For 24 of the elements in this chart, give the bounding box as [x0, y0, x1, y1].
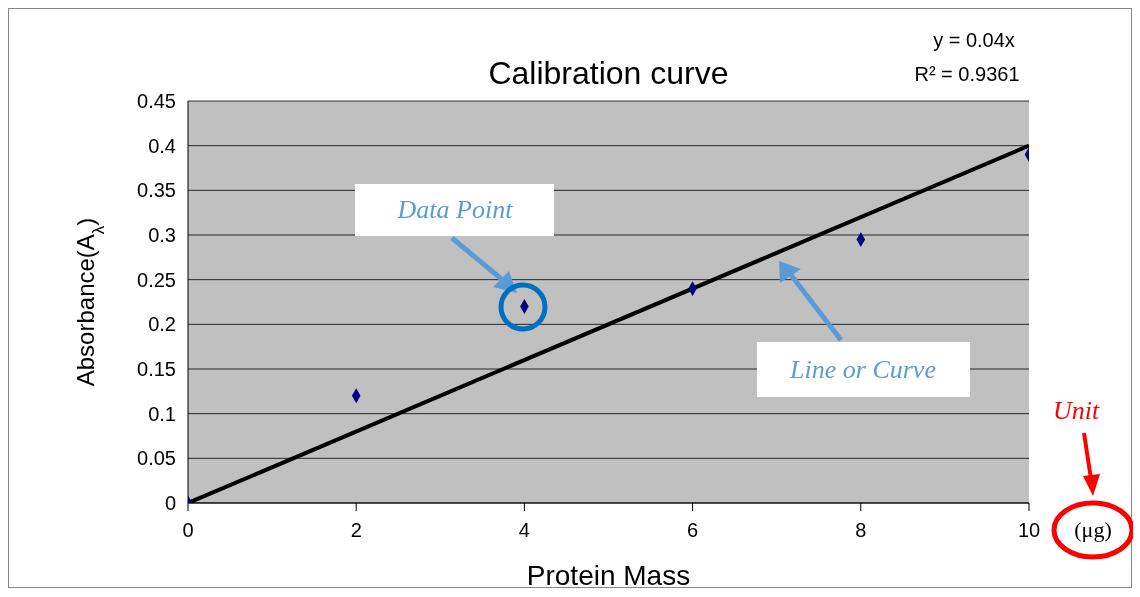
text: Unit — [1052, 396, 1100, 425]
annotation: Line or Curve — [789, 355, 936, 384]
x-tick-label: 0 — [182, 519, 194, 542]
y-tick-label: 0 — [164, 492, 176, 515]
y-tick-label: 0.3 — [148, 224, 176, 247]
x-axis-title: Protein Mass — [526, 560, 691, 591]
x-tick-label: 2 — [350, 519, 362, 542]
y-tick-label: 0.1 — [148, 402, 176, 425]
text: (μg) — [1074, 517, 1112, 542]
y-tick-label: 0.25 — [137, 268, 176, 291]
x-tick-label: 4 — [518, 519, 530, 542]
x-tick-label: 6 — [687, 519, 699, 542]
x-tick-label: 8 — [855, 519, 867, 542]
annotation: Data Point — [396, 195, 514, 224]
y-tick-label: 0.15 — [137, 358, 176, 381]
y-tick-label: 0.2 — [148, 313, 176, 336]
text: y = 0.04x — [933, 29, 1015, 51]
y-tick-label: 0.05 — [137, 447, 176, 470]
y-tick-label: 0.35 — [137, 179, 176, 202]
x-tick-label: 10 — [1017, 519, 1041, 542]
y-tick-label: 0.45 — [137, 90, 176, 113]
text: R² = 0.9361 — [914, 63, 1020, 85]
y-tick-label: 0.4 — [148, 134, 176, 157]
chart-title: Calibration curve — [488, 55, 729, 91]
